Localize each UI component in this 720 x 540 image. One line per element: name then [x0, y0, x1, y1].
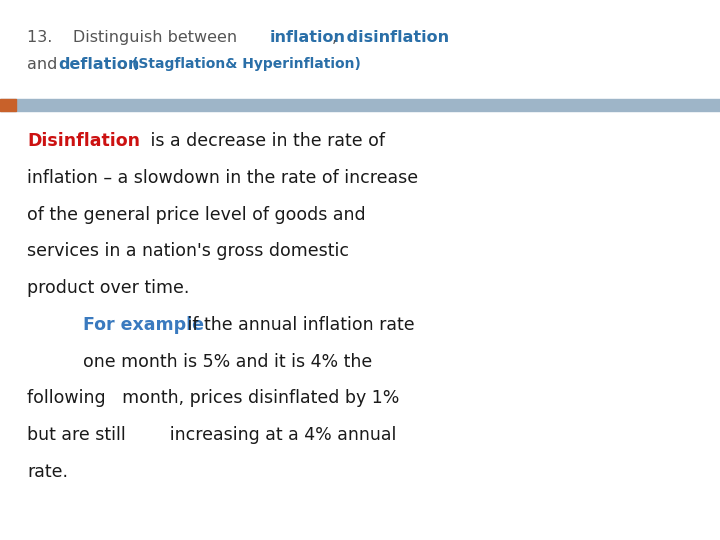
- Text: is a decrease in the rate of: is a decrease in the rate of: [145, 132, 384, 150]
- Text: and: and: [27, 57, 63, 72]
- Text: but are still        increasing at a 4% annual: but are still increasing at a 4% annual: [27, 426, 397, 444]
- Text: inflation – a slowdown in the rate of increase: inflation – a slowdown in the rate of in…: [27, 169, 418, 187]
- Text: .: .: [121, 57, 131, 72]
- Text: 13.    Distinguish between: 13. Distinguish between: [27, 30, 243, 45]
- Text: services in a nation's gross domestic: services in a nation's gross domestic: [27, 242, 349, 260]
- Text: For example: For example: [83, 316, 204, 334]
- Text: one month is 5% and it is 4% the: one month is 5% and it is 4% the: [83, 353, 372, 370]
- Text: ,: ,: [332, 30, 337, 45]
- Text: of the general price level of goods and: of the general price level of goods and: [27, 206, 366, 224]
- Bar: [0, 99, 720, 111]
- Text: disinflation: disinflation: [341, 30, 449, 45]
- Text: rate.: rate.: [27, 463, 68, 481]
- Text: Disinflation: Disinflation: [27, 132, 140, 150]
- Text: (Stagflation& Hyperinflation): (Stagflation& Hyperinflation): [132, 57, 361, 71]
- Text: product over time.: product over time.: [27, 279, 190, 297]
- Text: deflation: deflation: [58, 57, 140, 72]
- Text: if the annual inflation rate: if the annual inflation rate: [182, 316, 415, 334]
- Bar: [0, 99, 16, 111]
- Text: following   month, prices disinflated by 1%: following month, prices disinflated by 1…: [27, 389, 400, 407]
- Text: inflation: inflation: [270, 30, 346, 45]
